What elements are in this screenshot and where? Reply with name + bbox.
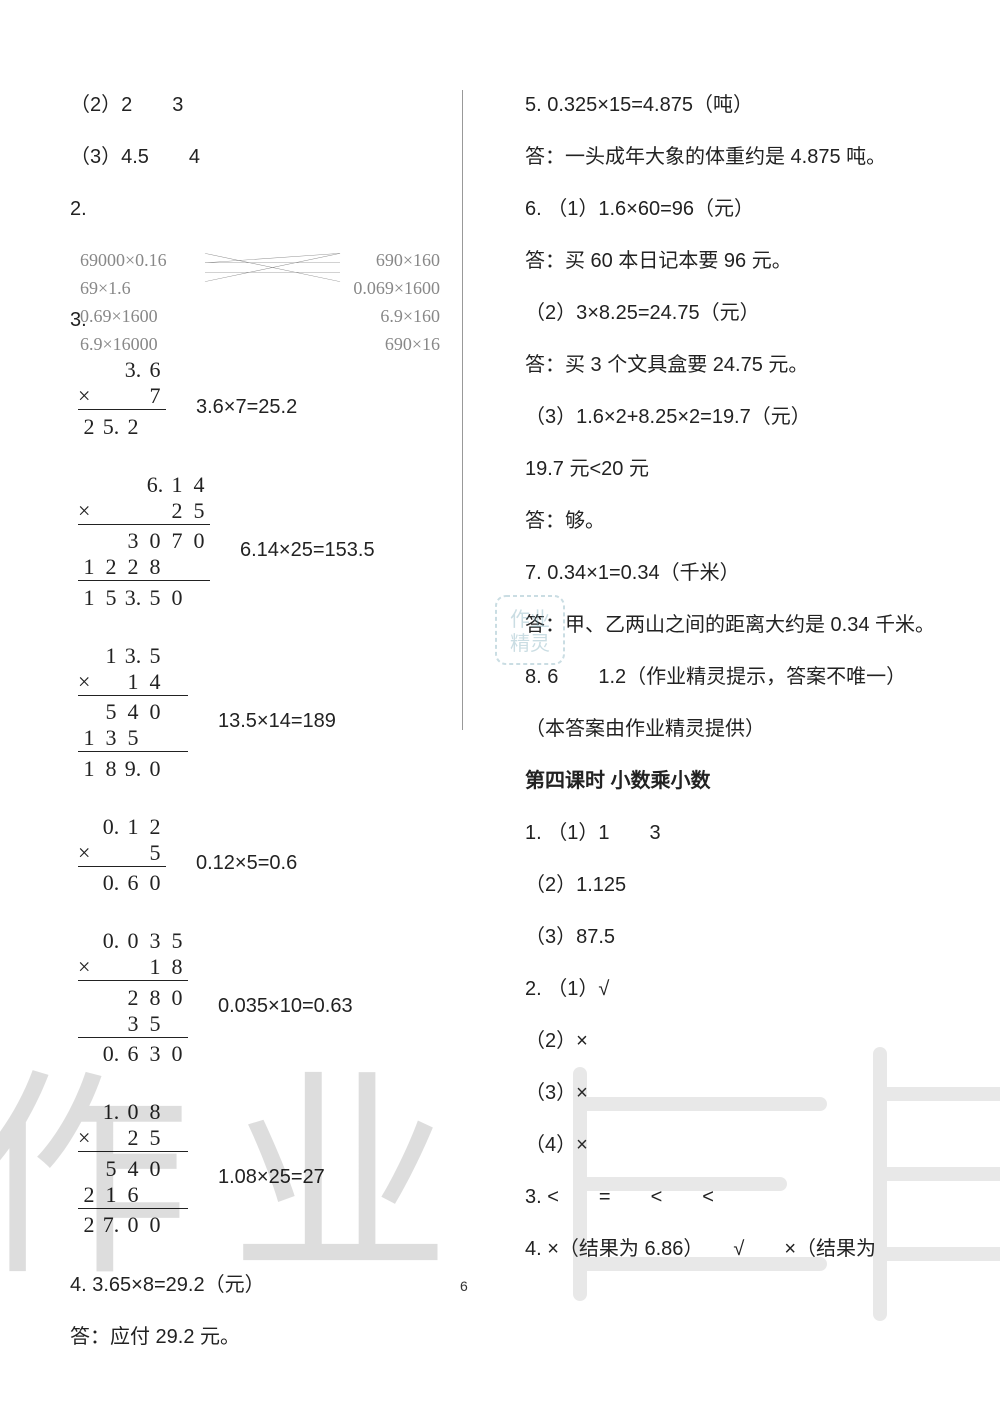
text-line: 19.7 元<20 元 <box>525 454 940 484</box>
vertical-calc-row: 1.08 × 25 540 216 27.00 1.08×25=27 <box>70 1099 485 1256</box>
text-line: （2）1.125 <box>525 870 940 900</box>
match-right-item: 6.9×160 <box>380 306 440 327</box>
right-column: 5. 0.325×15=4.875（吨） 答：一头成年大象的体重约是 4.875… <box>505 90 940 1374</box>
calc-equation: 0.12×5=0.6 <box>196 852 297 875</box>
text-line: 答：买 60 本日记本要 96 元。 <box>525 246 940 276</box>
text-line: 3. < = < < <box>525 1182 940 1212</box>
calc-equation: 0.035×10=0.63 <box>218 995 353 1018</box>
page-number: 6 <box>460 1278 468 1294</box>
text-line: 8. 6 1.2（作业精灵提示，答案不唯一） <box>525 662 940 692</box>
text-line: 6. （1）1.6×60=96（元） <box>525 194 940 224</box>
text-line: （3）1.6×2+8.25×2=19.7（元） <box>525 402 940 432</box>
text-line: （本答案由作业精灵提供） <box>525 714 940 744</box>
text-line: （4）× <box>525 1130 940 1160</box>
match-lines <box>80 250 440 287</box>
vertical-calc-row: 0.12 × 5 0.60 0.12×5=0.6 <box>70 814 485 915</box>
vertical-calc: 1.08 × 25 540 216 27.00 <box>78 1099 188 1238</box>
text-line: 答：应付 29.2 元。 <box>70 1322 485 1352</box>
text-line: 7. 0.34×1=0.34（千米） <box>525 558 940 588</box>
text-line: 答：够。 <box>525 506 940 536</box>
text-line: 4. 3.65×8=29.2（元） <box>70 1270 485 1300</box>
vertical-calc: 6.14 × 25 3070 1228 153.50 <box>78 472 210 611</box>
vertical-calc: 13.5 × 14 540 135 189.0 <box>78 643 188 782</box>
text-line: 2. <box>70 194 485 224</box>
text-line: （3）4.5 4 <box>70 142 485 172</box>
text-line: 5. 0.325×15=4.875（吨） <box>525 90 940 120</box>
vertical-calc-row: 3.6 × 7 25.2 3.6×7=25.2 <box>70 357 485 458</box>
match-left-item: 6.9×16000 <box>80 334 158 355</box>
text-line: （3）× <box>525 1078 940 1108</box>
text-line: 2. （1）√ <box>525 974 940 1004</box>
left-column: （2）2 3 （3）4.5 4 2. 69000×0.16 69×1.6 0.6… <box>70 90 505 1374</box>
text-line: 答：一头成年大象的体重约是 4.875 吨。 <box>525 142 940 172</box>
text-line: 1. （1）1 3 <box>525 818 940 848</box>
text-line: （2）2 3 <box>70 90 485 120</box>
text-line: 答：甲、乙两山之间的距离大约是 0.34 千米。 <box>525 610 940 640</box>
calc-equation: 3.6×7=25.2 <box>196 396 297 419</box>
vertical-calc-row: 13.5 × 14 540 135 189.0 13.5×14=189 <box>70 643 485 800</box>
calc-equation: 1.08×25=27 <box>218 1166 325 1189</box>
column-divider <box>462 90 463 730</box>
vertical-calc: 0.035 × 18 280 35 0.630 <box>78 928 188 1067</box>
vertical-calc-row: 6.14 × 25 3070 1228 153.50 6.14×25=153.5 <box>70 472 485 629</box>
calc-equation: 13.5×14=189 <box>218 710 336 733</box>
match-left-item: 0.69×1600 <box>80 306 158 327</box>
section-heading: 第四课时 小数乘小数 <box>525 766 940 796</box>
vertical-calc-row: 0.035 × 18 280 35 0.630 0.035×10=0.63 <box>70 928 485 1085</box>
text-line: 4. ×（结果为 6.86） √ ×（结果为 <box>525 1234 940 1264</box>
vertical-calc: 3.6 × 7 25.2 <box>78 357 166 440</box>
text-line: （2）× <box>525 1026 940 1056</box>
match-right-item: 690×16 <box>385 334 440 355</box>
calc-equation: 6.14×25=153.5 <box>240 539 375 562</box>
text-line: （3）87.5 <box>525 922 940 952</box>
text-line: （2）3×8.25=24.75（元） <box>525 298 940 328</box>
text-line: 答：买 3 个文具盒要 24.75 元。 <box>525 350 940 380</box>
matching-diagram: 69000×0.16 69×1.6 0.69×1600 6.9×16000 69… <box>80 250 440 287</box>
vertical-calc: 0.12 × 5 0.60 <box>78 814 166 897</box>
